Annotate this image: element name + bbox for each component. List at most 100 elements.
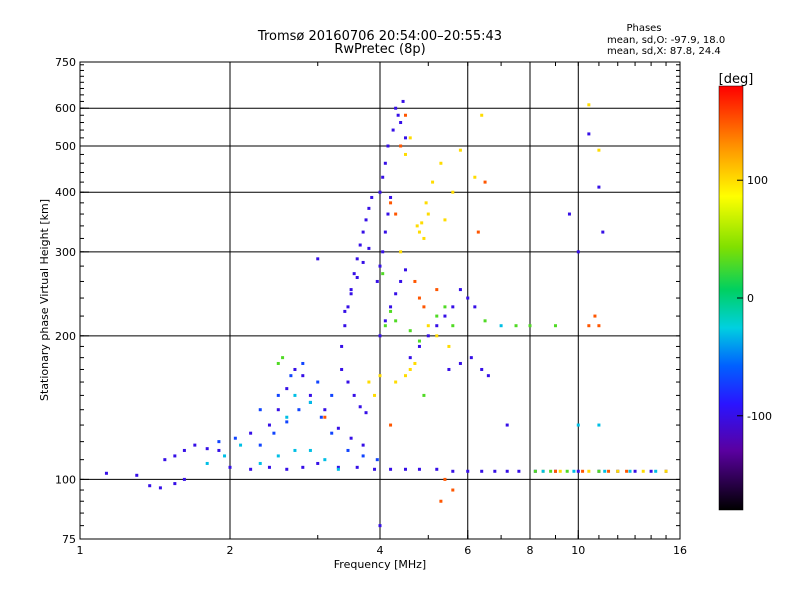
data-point <box>451 324 455 328</box>
data-point <box>443 477 447 481</box>
data-point <box>375 279 379 283</box>
phases-heading: Phases <box>626 23 661 34</box>
data-point <box>173 482 177 486</box>
data-point <box>399 144 403 148</box>
data-point <box>367 380 371 384</box>
data-point <box>399 121 403 125</box>
data-point <box>403 113 407 117</box>
data-point <box>386 144 390 148</box>
x-tick-label: 10 <box>571 544 585 557</box>
data-point <box>364 411 368 415</box>
data-point <box>301 465 305 469</box>
data-point <box>576 250 580 254</box>
data-point <box>597 185 601 189</box>
axis-ticks: 1 2 4 6 8 10 16 75 100 200 300 400 500 600 750 <box>55 56 687 557</box>
data-point <box>616 469 620 473</box>
data-point <box>422 393 426 397</box>
data-point <box>148 484 152 488</box>
data-point <box>493 469 497 473</box>
y-tick-label: 75 <box>62 533 76 546</box>
data-point <box>163 458 167 462</box>
data-point <box>258 461 262 465</box>
data-point <box>451 469 455 473</box>
data-point <box>483 319 487 323</box>
data-point <box>293 448 297 452</box>
data-point <box>581 469 585 473</box>
data-point <box>319 415 323 419</box>
data-point <box>258 408 262 412</box>
x-tick-label: 16 <box>673 544 687 557</box>
data-point <box>378 264 382 268</box>
data-point <box>413 361 417 365</box>
data-point <box>285 415 289 419</box>
data-point <box>267 423 271 427</box>
data-point <box>355 276 359 280</box>
data-point <box>394 292 398 296</box>
data-point <box>323 408 327 412</box>
data-point <box>628 469 632 473</box>
x-tick-label: 4 <box>377 544 384 557</box>
data-point <box>553 469 557 473</box>
data-point <box>346 380 350 384</box>
data-point <box>408 367 412 371</box>
phases-o-summary: mean, sd,O: -97.9, 18.0 <box>607 35 725 46</box>
data-point <box>367 246 371 250</box>
data-point <box>383 161 387 165</box>
data-point <box>340 367 344 371</box>
data-point <box>483 180 487 184</box>
data-point <box>239 443 243 447</box>
data-point <box>396 113 400 117</box>
data-point <box>649 469 653 473</box>
data-point <box>391 128 395 132</box>
data-point <box>383 324 387 328</box>
data-point <box>228 465 232 469</box>
data-point <box>417 467 421 471</box>
data-point <box>285 420 289 424</box>
y-tick-label: 500 <box>55 140 76 153</box>
data-point <box>426 334 430 338</box>
data-point <box>343 309 347 313</box>
data-point <box>480 469 484 473</box>
data-point <box>258 443 262 447</box>
data-point <box>336 465 340 469</box>
data-point <box>424 201 428 205</box>
data-point <box>389 195 393 199</box>
data-point <box>330 393 334 397</box>
data-point <box>417 344 421 348</box>
data-point <box>443 218 447 222</box>
data-point <box>349 292 353 296</box>
data-point <box>394 212 398 216</box>
data-point <box>378 190 382 194</box>
data-point <box>316 461 320 465</box>
data-point <box>361 260 365 264</box>
colorbar-label: [deg] <box>719 72 754 87</box>
data-point <box>466 469 470 473</box>
data-point <box>607 469 611 473</box>
data-point <box>217 440 221 444</box>
data-point <box>223 454 227 458</box>
data-point <box>476 230 480 234</box>
data-point <box>426 212 430 216</box>
data-point <box>330 431 334 435</box>
y-tick-label: 200 <box>55 330 76 343</box>
data-point <box>422 305 426 309</box>
data-point <box>451 488 455 492</box>
data-point <box>601 230 605 234</box>
data-point <box>399 279 403 283</box>
data-point <box>403 467 407 471</box>
colorbar: [deg] 100 0 -100 <box>719 72 772 511</box>
data-point <box>443 314 447 318</box>
data-point <box>352 393 356 397</box>
data-point <box>458 148 462 152</box>
data-point <box>355 257 359 261</box>
data-point <box>336 426 340 430</box>
data-point <box>435 324 439 328</box>
data-point <box>597 469 601 473</box>
data-point <box>447 367 451 371</box>
data-point <box>301 374 305 378</box>
data-point <box>386 212 390 216</box>
data-point <box>308 448 312 452</box>
data-point <box>301 361 305 365</box>
data-point <box>473 175 477 179</box>
